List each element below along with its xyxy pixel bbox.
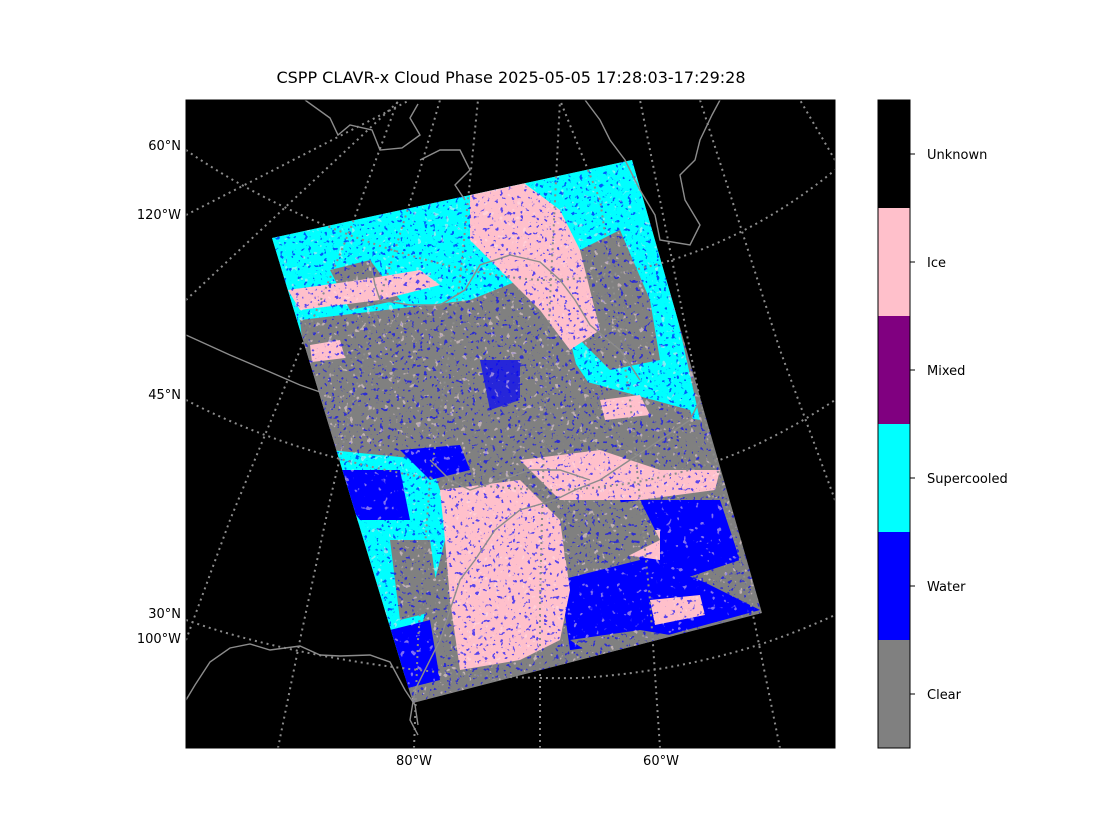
label-100w: 100°W <box>137 632 181 647</box>
coastline-labrador <box>584 100 721 246</box>
coastline-hudson-bay <box>304 100 471 201</box>
colorbar-label-ice: Ice <box>927 256 946 271</box>
colorbar-label-mixed: Mixed <box>927 364 965 379</box>
colorbar-swatch-unknown <box>878 100 910 208</box>
meridian-90w <box>277 100 441 748</box>
label-30n: 30°N <box>148 607 181 622</box>
meridian-50w <box>639 100 781 748</box>
meridian-70w <box>539 100 561 748</box>
colorbar-swatch-clear <box>878 640 910 748</box>
colorbar-label-supercooled: Supercooled <box>927 472 1008 487</box>
colorbar-swatch-water <box>878 532 910 640</box>
map-frame <box>185 99 836 749</box>
coastline-gulf <box>186 643 419 726</box>
label-80w: 80°W <box>396 754 432 769</box>
colorbar-swatch-mixed <box>878 316 910 424</box>
parallel-30n <box>186 614 835 680</box>
label-60w: 60°W <box>643 754 679 769</box>
colorbar-label-unknown: Unknown <box>927 148 987 163</box>
label-120w: 120°W <box>137 208 181 223</box>
colorbar-frame <box>877 99 911 749</box>
colorbar: Unknown Ice Mixed Supercooled Water Clear <box>877 99 1008 749</box>
colorbar-label-water: Water <box>927 580 966 595</box>
label-60n: 60°N <box>148 139 181 154</box>
colorbar-swatch-supercooled <box>878 424 910 532</box>
meridian-60w <box>559 100 661 748</box>
colorbar-label-clear: Clear <box>927 688 962 703</box>
page-title: CSPP CLAVR-x Cloud Phase 2025-05-05 17:2… <box>276 68 746 87</box>
border-us-canada <box>186 334 321 393</box>
meridian-100w <box>186 100 399 641</box>
colorbar-swatch-ice <box>878 208 910 316</box>
meridian-110w <box>186 100 401 301</box>
graticule <box>186 100 835 748</box>
coastline-east-us <box>409 399 701 736</box>
label-45n: 45°N <box>148 388 181 403</box>
meridian-80w <box>413 100 479 748</box>
coastlines <box>186 100 721 736</box>
